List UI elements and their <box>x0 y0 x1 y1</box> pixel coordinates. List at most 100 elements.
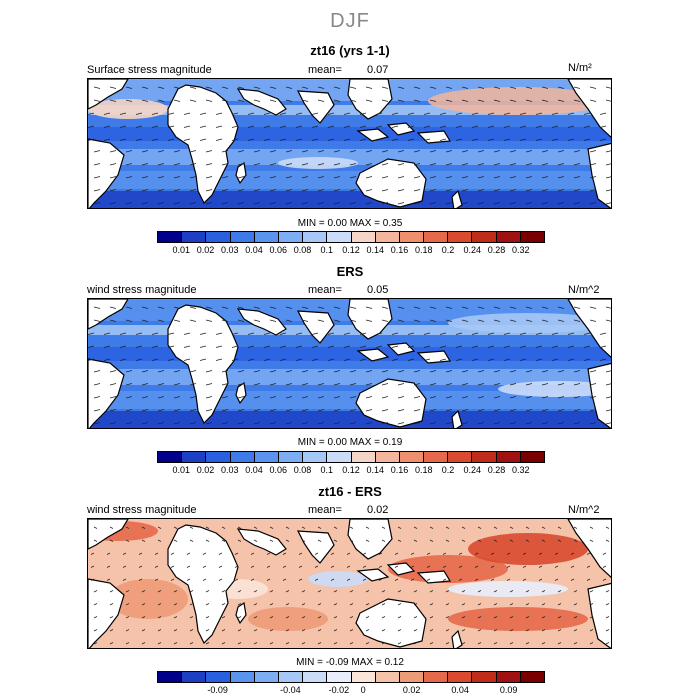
wind-vector <box>397 629 402 632</box>
wind-vector <box>317 189 325 192</box>
wind-vector <box>317 370 325 373</box>
wind-vector <box>381 306 389 309</box>
wind-vector <box>589 642 594 645</box>
colorbar-swatch <box>158 672 183 682</box>
wind-vector <box>93 202 101 205</box>
stress-band <box>88 325 611 335</box>
wind-vector <box>285 99 293 102</box>
continent-outline <box>355 158 427 208</box>
colorbar-swatch <box>399 232 425 242</box>
wind-vector <box>189 590 194 593</box>
wind-vector <box>253 539 258 542</box>
wind-vector <box>151 125 159 128</box>
wind-vector <box>413 590 418 593</box>
wind-vector <box>205 526 210 529</box>
wind-vector <box>458 578 463 581</box>
wind-vector <box>570 565 575 568</box>
wind-vector <box>407 358 415 361</box>
wind-vector <box>173 383 181 386</box>
wind-vector <box>301 526 306 529</box>
wind-vector <box>295 112 303 115</box>
wind-vector <box>218 552 223 555</box>
wind-vector <box>221 370 229 373</box>
wind-vector <box>301 616 306 619</box>
wind-vector <box>157 163 165 166</box>
wind-vector <box>234 552 239 555</box>
wind-vector <box>589 409 597 412</box>
wind-vector <box>535 358 543 361</box>
wind-vector <box>154 578 159 581</box>
wind-vector <box>199 138 207 141</box>
wind-vector <box>317 306 325 309</box>
wind-vector <box>589 163 597 166</box>
stress-band <box>88 171 611 189</box>
wind-vector <box>477 396 485 399</box>
wind-vector <box>314 565 319 568</box>
wind-vector <box>333 409 341 412</box>
wind-vector <box>381 526 386 529</box>
wind-vector <box>397 99 405 102</box>
wind-vector <box>461 150 469 153</box>
colorbar-swatch <box>399 672 425 682</box>
continent-outline <box>386 122 416 136</box>
wind-vector <box>103 125 111 128</box>
colorbar-swatch <box>230 672 255 682</box>
wind-vector <box>378 578 383 581</box>
wind-vector <box>343 332 351 335</box>
wind-vector <box>173 603 178 606</box>
wind-vector <box>301 306 309 309</box>
wind-vector <box>253 629 258 632</box>
colorbar-swatch <box>327 452 352 462</box>
wind-vector <box>125 370 133 373</box>
wind-vector <box>173 409 181 412</box>
wind-vector <box>333 383 341 386</box>
wind-vector <box>269 319 277 322</box>
wind-vector <box>205 370 213 373</box>
wind-vector <box>589 590 594 593</box>
colorbar-swatch <box>351 672 376 682</box>
wind-vector <box>365 629 370 632</box>
wind-vector <box>525 396 533 399</box>
colorbar-3 <box>157 671 545 683</box>
wind-vector <box>349 163 357 166</box>
wind-vector <box>359 138 367 141</box>
wind-vector <box>365 526 370 529</box>
wind-vector <box>141 642 146 645</box>
wind-vector <box>413 306 421 309</box>
colorbar-swatch <box>520 672 544 682</box>
wind-vector <box>413 616 418 619</box>
wind-vector <box>269 150 277 153</box>
wind-vector <box>106 565 111 568</box>
wind-vector <box>199 332 207 335</box>
panel-1-min-label: MIN = <box>297 218 325 229</box>
wind-vector <box>589 616 594 619</box>
colorbar-swatch <box>448 672 473 682</box>
wind-vector <box>541 422 549 425</box>
wind-vector <box>125 422 133 425</box>
wind-vector <box>205 319 213 322</box>
wind-vector <box>397 642 402 645</box>
wind-vector <box>493 176 501 179</box>
wind-vector <box>599 138 607 141</box>
wind-vector <box>429 590 434 593</box>
wind-vector <box>525 590 530 593</box>
wind-vector <box>445 603 450 606</box>
wind-vector <box>138 552 143 555</box>
wind-vector <box>154 552 159 555</box>
wind-vector <box>413 642 418 645</box>
wind-vector <box>442 578 447 581</box>
wind-vector <box>509 629 514 632</box>
wind-vector <box>205 163 213 166</box>
wind-vector <box>493 409 501 412</box>
wind-vector <box>285 409 293 412</box>
wind-vector <box>589 319 597 322</box>
wind-vector <box>183 112 191 115</box>
colorbar-swatch <box>327 672 352 682</box>
wind-vector <box>157 642 162 645</box>
wind-vector <box>461 99 469 102</box>
wind-vector <box>93 189 101 192</box>
wind-vector <box>205 629 210 632</box>
wind-vector <box>173 642 178 645</box>
wind-vector <box>205 642 210 645</box>
wind-vector <box>141 99 149 102</box>
